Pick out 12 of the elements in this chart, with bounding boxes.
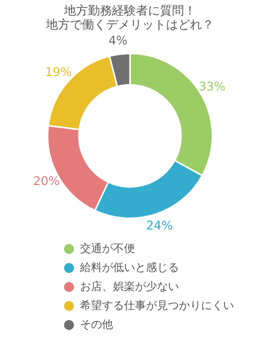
legend-label: その他 [80, 317, 113, 332]
chart-title: 地方勤務経験者に質問！ [63, 3, 196, 18]
data-label: 20% [33, 174, 60, 188]
data-label: 4% [108, 33, 128, 48]
data-label: 33% [198, 79, 226, 94]
legend-label: お店、娯楽が少ない [80, 279, 179, 294]
legend-label: 希望する仕事が見つかりにくい [80, 298, 234, 313]
legend-label: 給料が低いと感じる [80, 260, 179, 275]
legend-label: 交通が不便 [80, 241, 135, 256]
data-label: 19% [45, 64, 72, 79]
data-label: 24% [146, 218, 173, 233]
chart-subtitle: 地方で働くデメリットはどれ？ [45, 18, 214, 32]
